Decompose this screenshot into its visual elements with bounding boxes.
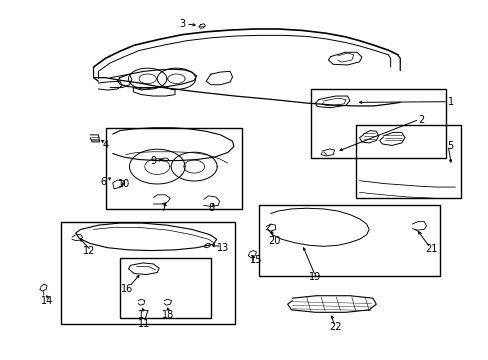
- Bar: [105, 128, 242, 209]
- Bar: [120, 258, 210, 318]
- Text: 22: 22: [328, 323, 341, 333]
- Text: 18: 18: [162, 310, 174, 320]
- Text: 9: 9: [150, 156, 156, 166]
- Text: 16: 16: [121, 284, 133, 294]
- Bar: [258, 206, 439, 276]
- Text: 17: 17: [138, 310, 150, 320]
- Text: 11: 11: [138, 319, 150, 329]
- Text: 21: 21: [425, 244, 437, 254]
- Text: 14: 14: [41, 296, 53, 306]
- Text: 15: 15: [249, 256, 262, 265]
- Bar: [310, 89, 445, 158]
- Text: 4: 4: [102, 140, 108, 150]
- Text: 2: 2: [418, 115, 424, 125]
- Text: 10: 10: [118, 179, 130, 189]
- Text: 7: 7: [160, 203, 166, 212]
- Text: 12: 12: [82, 246, 95, 256]
- Text: 19: 19: [309, 272, 321, 282]
- Text: 3: 3: [179, 19, 185, 29]
- Text: 13: 13: [217, 243, 229, 253]
- Text: 6: 6: [100, 177, 106, 187]
- Text: 20: 20: [267, 236, 280, 246]
- Text: 5: 5: [447, 141, 453, 152]
- Text: 1: 1: [447, 98, 453, 107]
- Bar: [61, 222, 234, 324]
- Text: 8: 8: [207, 203, 214, 212]
- Bar: [355, 125, 460, 198]
